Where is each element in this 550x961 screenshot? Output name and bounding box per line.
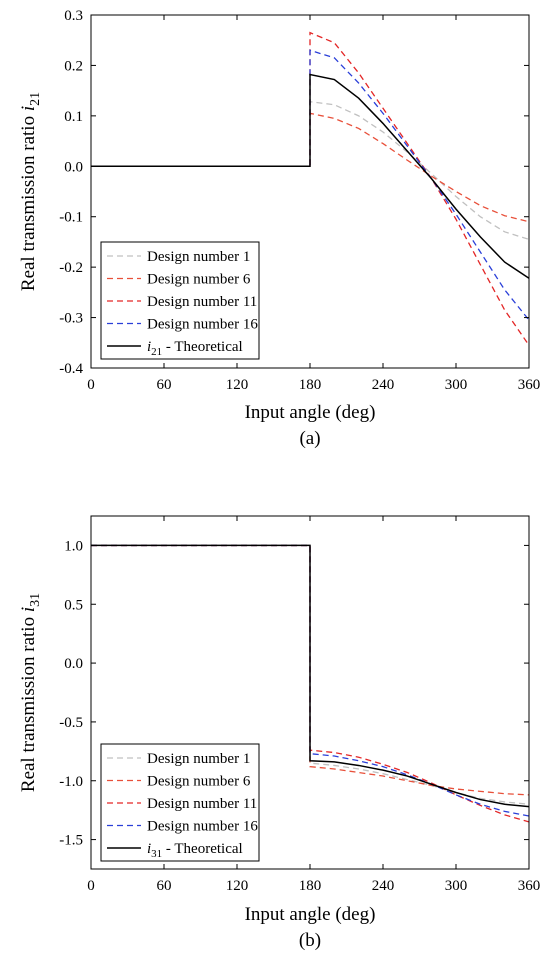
x-tick-label: 120 (226, 377, 249, 393)
legend-label: Design number 1 (147, 249, 250, 265)
panel-label: (b) (299, 930, 321, 951)
series-line-5 (91, 73, 529, 279)
chart-a: 0 60 120 180 240 300 360 -0.4 -0.3 -0.2 -0.1 0.0 0.1… (18, 8, 540, 449)
legend-label: Design number 11 (147, 796, 257, 812)
y-tick-label: -0.5 (59, 715, 83, 731)
y-tick-label: 0.0 (64, 159, 83, 175)
y-tick-label: 0.3 (64, 8, 83, 24)
x-tick-label: 300 (445, 878, 468, 894)
y-tick-label: -0.2 (59, 260, 83, 276)
y-axis-label: Real transmission ratio i21 (18, 92, 43, 291)
y-tick-label: 1.0 (64, 538, 83, 554)
x-axis-label: Input angle (deg) (245, 904, 376, 925)
y-tick-label: -0.4 (59, 361, 83, 377)
x-tick-label: 300 (445, 377, 468, 393)
legend-label: Design number 1 (147, 751, 250, 767)
legend: Design number 1 Design number 6 Design num… (100, 743, 260, 862)
x-tick-label: 240 (372, 377, 395, 393)
x-tick-label: 120 (226, 878, 249, 894)
series-line-4 (91, 49, 529, 321)
x-tick-label: 240 (372, 878, 395, 894)
legend: Design number 1 Design number 6 Design num… (100, 241, 260, 360)
y-tick-label: -1.0 (59, 774, 83, 790)
y-tick-label: -0.1 (59, 210, 83, 226)
legend-label: Design number 16 (147, 317, 258, 333)
x-axis-label: Input angle (deg) (245, 402, 376, 423)
y-tick-label: -0.3 (59, 311, 83, 327)
legend-label: Design number 6 (147, 272, 251, 288)
legend-label: i31 - Theoretical (147, 841, 243, 860)
series-line-3 (91, 544, 529, 823)
series-line-5 (91, 544, 529, 808)
x-tick-label: 360 (518, 377, 541, 393)
x-tick-label: 360 (518, 878, 541, 894)
y-tick-label: 0.2 (64, 58, 83, 74)
x-tick-label: 60 (157, 377, 172, 393)
legend-box (100, 241, 260, 360)
x-tick-label: 180 (299, 878, 322, 894)
x-tick-label: 0 (87, 878, 95, 894)
chart-b: 0 60 120 180 240 300 360 -1.5 -1.0 -0.5 0.0 0.5 1.0 I… (18, 515, 541, 951)
panel-label: (a) (299, 428, 320, 449)
y-axis-label: Real transmission ratio i31 (18, 593, 43, 792)
legend-label: Design number 16 (147, 819, 258, 835)
y-tick-label: 0.0 (64, 656, 83, 672)
x-tick-label: 0 (87, 377, 95, 393)
y-tick-label: 0.1 (64, 109, 83, 125)
y-tick-label: 0.5 (64, 597, 83, 613)
y-tick-label: -1.5 (59, 833, 83, 849)
legend-label: Design number 6 (147, 774, 251, 790)
legend-label: i21 - Theoretical (147, 339, 243, 358)
x-tick-label: 180 (299, 377, 322, 393)
x-tick-label: 60 (157, 878, 172, 894)
legend-label: Design number 11 (147, 294, 257, 310)
